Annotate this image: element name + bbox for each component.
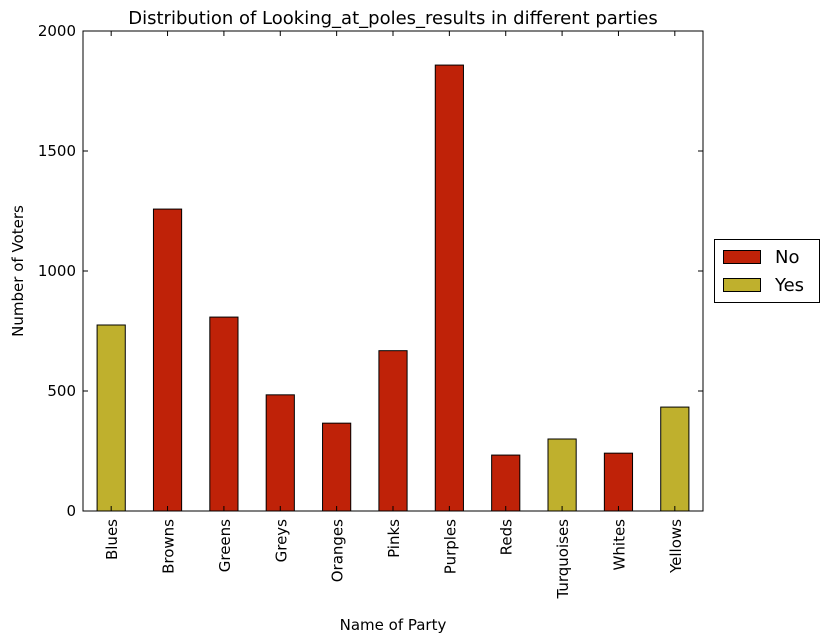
bar-greens: [209, 316, 239, 512]
bar-reds: [491, 454, 521, 512]
x-tick-label: Blues: [103, 519, 121, 560]
y-tick-label: 1500: [38, 142, 76, 160]
x-tick-label: Whites: [610, 519, 628, 571]
y-tick-label: 0: [66, 502, 76, 520]
x-axis: Blues Browns Greens Greys Oranges Pinks Purple…: [103, 31, 685, 600]
legend-label-yes: Yes: [775, 274, 805, 296]
y-tick-label: 2000: [38, 22, 76, 40]
bar-oranges: [322, 422, 352, 512]
bars-group: [96, 64, 690, 512]
bar-blues: [96, 324, 126, 512]
legend-item-no: No: [723, 246, 800, 268]
legend-swatch-yes: [723, 278, 761, 292]
bar-whites: [603, 452, 634, 512]
x-tick-label: Yellows: [667, 519, 685, 574]
x-tick-label: Purples: [441, 519, 459, 574]
chart-title: Distribution of Looking_at_poles_results…: [128, 8, 657, 29]
legend: No Yes: [714, 239, 820, 303]
legend-swatch-no: [723, 250, 761, 264]
x-tick-label: Pinks: [385, 519, 403, 558]
bar-pinks: [378, 350, 408, 512]
x-axis-label: Name of Party: [340, 616, 447, 634]
x-tick-label: Browns: [160, 519, 178, 574]
x-tick-label: Greens: [216, 519, 234, 572]
y-tick-label: 500: [47, 382, 76, 400]
bar-turquoises: [547, 438, 577, 512]
y-tick-label: 1000: [38, 262, 76, 280]
bar-purples: [434, 64, 464, 512]
x-tick-label: Greys: [272, 519, 290, 563]
x-tick-label: Turquoises: [554, 519, 572, 600]
bar-greys: [265, 394, 295, 512]
bar-yellows: [660, 406, 690, 512]
legend-label-no: No: [775, 246, 800, 268]
x-tick-label: Reds: [498, 519, 516, 555]
y-axis-label: Number of Voters: [9, 205, 27, 337]
bar-browns: [152, 208, 183, 512]
y-axis: 0 500 1000 1500 2000: [38, 22, 703, 520]
legend-item-yes: Yes: [723, 274, 805, 296]
x-tick-label: Oranges: [329, 519, 347, 582]
